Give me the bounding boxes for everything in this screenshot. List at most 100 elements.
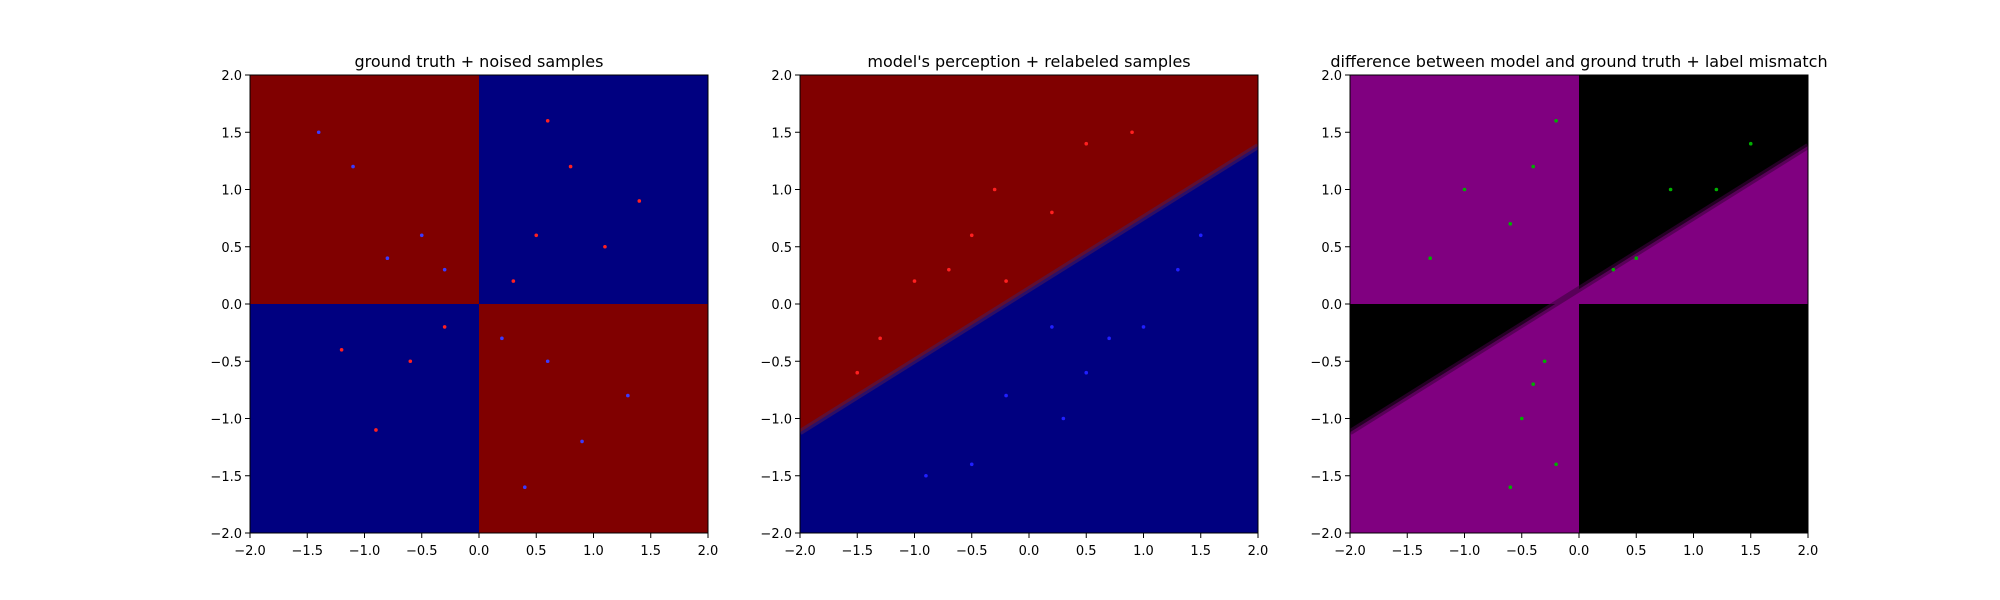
scatter-point (626, 393, 630, 398)
x-tick-label: −0.5 (956, 544, 988, 559)
scatter-point (408, 359, 413, 364)
scatter-point (1050, 210, 1054, 215)
scatter-point (969, 462, 974, 467)
plot-background (800, 75, 1258, 533)
scatter-points (316, 119, 642, 490)
scatter-point (419, 233, 424, 238)
subplot-1: ground truth + noised samples −2.0 −2.0 −1… (210, 52, 718, 559)
x-tick-label: −1.5 (841, 544, 873, 559)
scatter-point (442, 267, 447, 272)
scatter-point (1634, 256, 1639, 261)
scatter-point (339, 348, 344, 352)
scatter-point (992, 187, 997, 192)
x-tick-label: −1.5 (291, 544, 323, 559)
y-tick-label: 2.0 (771, 69, 792, 84)
y-tick-label: −2.0 (210, 527, 242, 542)
scatter-point (545, 359, 550, 364)
scatter-point (374, 428, 378, 432)
x-tick-label: 2.0 (1798, 544, 1819, 559)
x-tick-label: −1.5 (1391, 544, 1423, 559)
x-tick-label: 0.0 (469, 544, 490, 559)
x-tick-label: 2.0 (1248, 544, 1269, 559)
scatter-point (1141, 325, 1146, 329)
y-tick-label: 0.0 (221, 298, 242, 313)
y-tick-label: −1.5 (1310, 470, 1342, 485)
y-tick-label: −2.0 (760, 527, 792, 542)
y-tick-label: −0.5 (1310, 355, 1342, 370)
scatter-point (1508, 485, 1513, 490)
scatter-point (1428, 256, 1432, 261)
scatter-point (924, 473, 928, 478)
decision-boundary (800, 143, 1258, 435)
scatter-point (878, 336, 882, 341)
scatter-point (385, 256, 390, 261)
y-tick-label: −1.0 (1310, 413, 1342, 428)
y-tick-label: −1.5 (760, 470, 792, 485)
scatter-point (568, 164, 573, 169)
region-above (800, 75, 1258, 433)
subplot-2-title: model's perception + relabeled samples (867, 52, 1190, 71)
y-tick-label: 2.0 (221, 69, 242, 84)
mismatch-bottom-left (1350, 289, 1579, 533)
scatter-point (1611, 267, 1616, 272)
y-tick-label: 1.0 (1321, 184, 1342, 199)
scatter-point (1004, 279, 1008, 283)
scatter-point (511, 279, 516, 283)
scatter-point (1714, 187, 1719, 192)
y-tick-label: 1.0 (771, 184, 792, 199)
y-tick-label: 0.5 (771, 241, 792, 256)
scatter-point (580, 439, 584, 444)
x-tick-label: 0.5 (526, 544, 547, 559)
y-tick-label: −1.0 (760, 413, 792, 428)
scatter-point (1084, 141, 1089, 146)
y-tick-label: −2.0 (1310, 527, 1342, 542)
x-tick-label: −1.0 (1449, 544, 1481, 559)
mismatch-top-right (1579, 145, 1808, 304)
x-tick-label: −0.5 (1506, 544, 1538, 559)
scatter-point (603, 244, 607, 249)
y-tick-label: 0.5 (1321, 241, 1342, 256)
scatter-point (500, 336, 504, 341)
decision-boundary (1350, 143, 1808, 435)
scatter-point (1554, 119, 1558, 123)
y-tick-label: −0.5 (210, 355, 242, 370)
quadrant-top-right (479, 75, 708, 304)
scatter-point (1050, 325, 1054, 329)
scatter-point (534, 233, 539, 238)
subplot-3: difference between model and ground trut… (1310, 52, 1827, 559)
quadrant-bottom-left (250, 304, 479, 533)
scatter-point (637, 199, 642, 203)
scatter-point (316, 130, 321, 135)
scatter-point (1061, 416, 1066, 421)
y-tick-label: 0.0 (771, 298, 792, 313)
y-tick-label: 0.5 (221, 241, 242, 256)
plot-background (250, 75, 708, 533)
scatter-point (1130, 130, 1134, 135)
scatter-point (1531, 164, 1535, 169)
scatter-point (1004, 393, 1008, 398)
x-tick-label: 1.5 (640, 544, 661, 559)
scatter-point (1084, 370, 1089, 375)
scatter-point (523, 485, 527, 490)
scatter-point (442, 325, 447, 329)
scatter-point (351, 164, 355, 169)
x-tick-label: −1.0 (349, 544, 381, 559)
x-tick-label: 0.5 (1626, 544, 1647, 559)
scatter-point (912, 279, 917, 283)
x-tick-label: 0.0 (1569, 544, 1590, 559)
y-tick-label: 1.0 (221, 184, 242, 199)
scatter-point (1176, 267, 1180, 272)
scatter-point (1668, 187, 1673, 192)
y-tick-label: 1.5 (221, 126, 242, 141)
x-tick-label: 0.0 (1019, 544, 1040, 559)
x-tick-label: 1.0 (1133, 544, 1154, 559)
x-tick-label: −2.0 (784, 544, 816, 559)
x-tick-label: 1.5 (1740, 544, 1761, 559)
scatter-point (1542, 359, 1547, 364)
scatter-point (1508, 222, 1513, 226)
scatter-point (1462, 187, 1467, 192)
y-tick-label: −0.5 (760, 355, 792, 370)
scatter-point (545, 119, 550, 123)
scatter-point (855, 370, 860, 375)
scatter-point (1554, 462, 1558, 467)
